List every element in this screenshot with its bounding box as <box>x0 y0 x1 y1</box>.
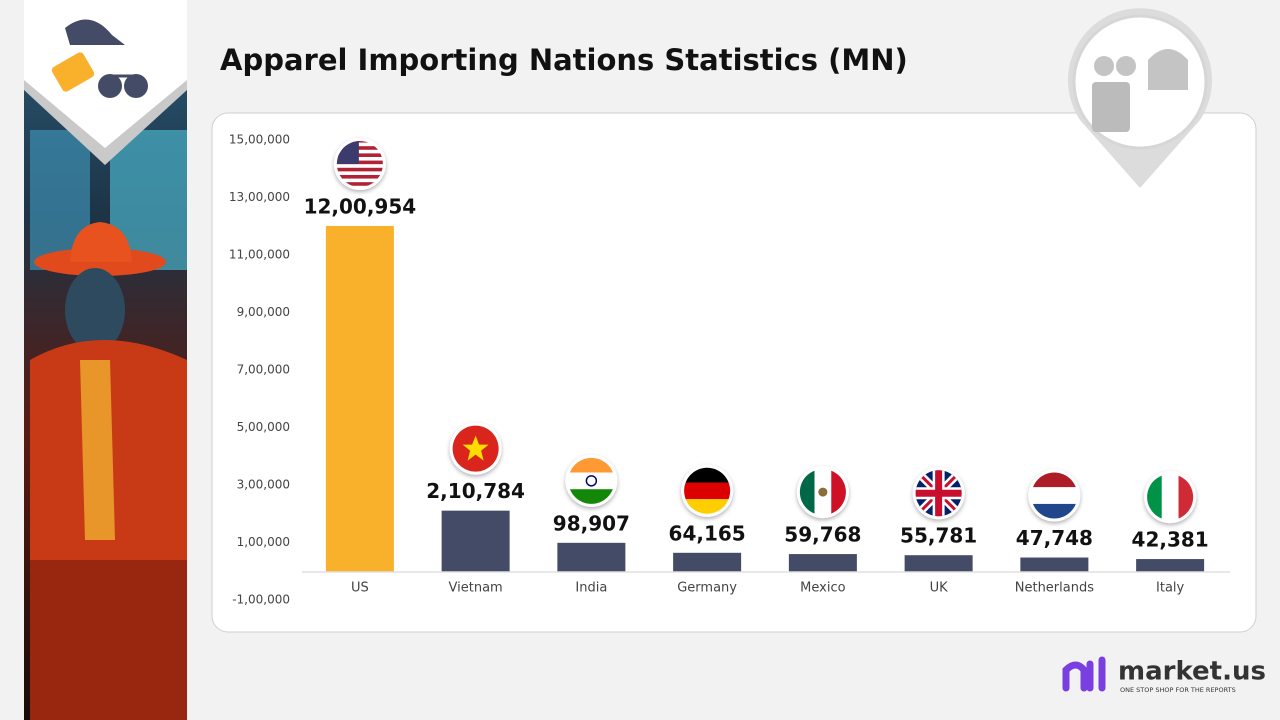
flag-part <box>568 457 615 473</box>
icon-badge <box>24 0 187 165</box>
flag-part <box>1178 474 1194 521</box>
flag-part <box>1031 487 1078 504</box>
value-label: 47,748 <box>1016 526 1093 550</box>
value-label: 98,907 <box>553 511 630 535</box>
flag-part <box>684 499 731 514</box>
bar <box>441 510 510 572</box>
y-tick-label: 5,00,000 <box>237 420 290 434</box>
brand-name: market.us <box>1118 657 1266 687</box>
value-label: 2,10,784 <box>426 479 525 503</box>
flag <box>684 467 731 514</box>
flag-part <box>1031 503 1078 519</box>
flag-part <box>684 482 731 500</box>
y-tick-label: -1,00,000 <box>232 593 290 607</box>
flag-part <box>336 182 383 186</box>
bar <box>557 542 626 572</box>
value-label: 59,768 <box>784 523 861 547</box>
x-tick-label: Mexico <box>800 581 845 596</box>
x-tick-label: US <box>351 581 369 596</box>
flag-part <box>1147 474 1162 521</box>
flag-part <box>915 470 962 517</box>
flag-part <box>799 469 815 516</box>
flag-part <box>336 160 383 165</box>
flag-part <box>462 435 489 461</box>
y-tick-label: 1,00,000 <box>237 535 290 549</box>
flag-part <box>336 167 383 172</box>
flag-part <box>818 487 828 497</box>
value-label: 42,381 <box>1132 528 1209 552</box>
y-tick-label: 13,00,000 <box>229 190 290 204</box>
flag <box>568 457 615 504</box>
y-tick-label: 7,00,000 <box>237 363 290 377</box>
flag-part <box>336 140 383 143</box>
flag-part <box>568 472 615 490</box>
x-tick-label: Vietnam <box>449 581 503 596</box>
flag-part <box>568 489 615 504</box>
flag <box>1031 472 1078 519</box>
flag <box>452 425 499 472</box>
bar <box>673 552 742 572</box>
y-tick-label: 9,00,000 <box>237 305 290 319</box>
flag-part <box>336 146 383 150</box>
brand-logo: market.us ONE STOP SHOP FOR THE REPORTS <box>1062 656 1266 694</box>
pin-icon <box>1068 8 1212 188</box>
flag-part <box>831 469 846 516</box>
bar <box>1020 557 1089 572</box>
bar <box>904 555 973 572</box>
flag-part <box>684 467 731 483</box>
y-tick-label: 11,00,000 <box>229 248 290 262</box>
flag-part <box>585 475 598 487</box>
chart-title: Apparel Importing Nations Statistics (MN… <box>220 43 908 77</box>
value-label: 55,781 <box>900 524 977 548</box>
x-tick-label: Netherlands <box>1015 581 1094 596</box>
flag <box>799 469 846 516</box>
value-label: 64,165 <box>669 521 746 545</box>
x-tick-label: Italy <box>1156 581 1185 596</box>
flag-part <box>1161 474 1179 521</box>
x-tick-label: Germany <box>677 581 737 596</box>
flag-part <box>336 174 383 179</box>
bar <box>788 554 857 572</box>
flag-part <box>336 153 383 157</box>
flag <box>1147 474 1194 521</box>
flag-part <box>1031 472 1078 488</box>
x-tick-label: India <box>575 581 607 596</box>
plot-card <box>211 112 1257 633</box>
value-label: 12,00,954 <box>304 194 417 218</box>
brand-tagline: ONE STOP SHOP FOR THE REPORTS <box>1120 686 1236 694</box>
bar <box>325 225 394 572</box>
y-tick-label: 15,00,000 <box>229 133 290 147</box>
x-tick-label: UK <box>930 581 949 596</box>
bar <box>1136 559 1205 572</box>
y-tick-label: 3,00,000 <box>237 478 290 492</box>
